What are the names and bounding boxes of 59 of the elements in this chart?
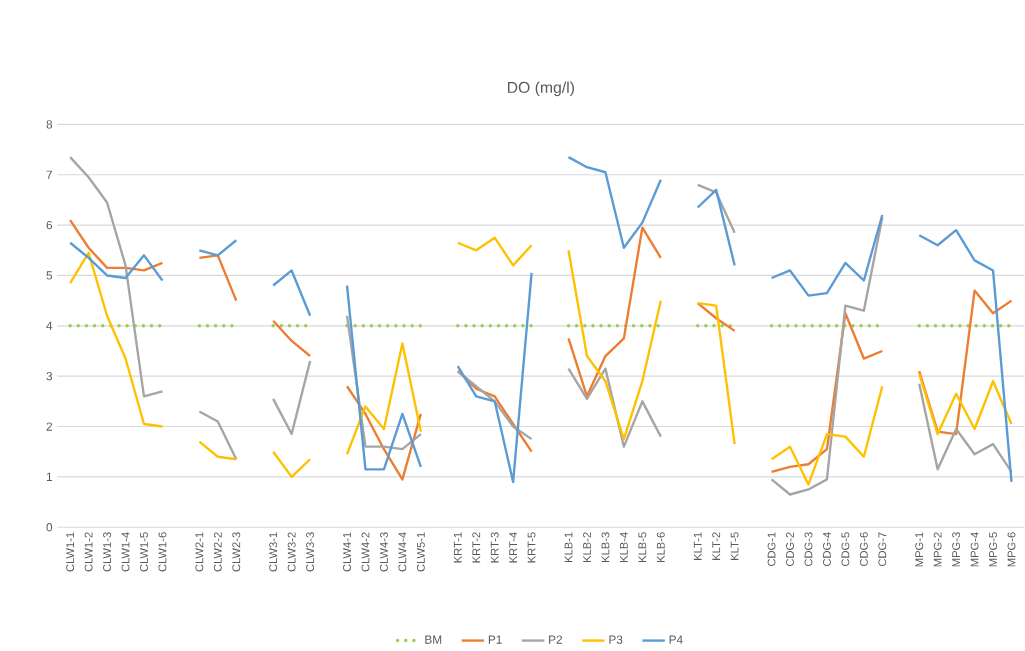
x-tick-label: KLB-2	[583, 532, 591, 563]
x-tick-label: CDG-1	[767, 532, 776, 567]
x-tick-label: KRT-5	[527, 532, 536, 563]
legend-label: P1	[488, 635, 502, 644]
y-tick-label: 1	[46, 472, 53, 481]
y-tick-label: 8	[46, 120, 53, 129]
x-tick-label: KLB-3	[601, 532, 610, 563]
y-tick-label: 4	[46, 321, 53, 330]
y-tick-label: 7	[46, 170, 52, 179]
x-tick-label: CLW1-4	[121, 532, 130, 572]
x-tick-label: CLW4-3	[379, 532, 388, 572]
x-tick-label: KLB-5	[638, 532, 647, 563]
y-tick-label: 3	[46, 372, 53, 381]
y-tick-label: 5	[46, 271, 53, 280]
x-tick-label: KLT-5	[730, 532, 739, 560]
x-tick-label: MPG-5	[989, 532, 997, 567]
x-tick-label: CDG-6	[859, 532, 868, 567]
legend-label: P4	[669, 635, 683, 644]
x-tick-label: CDG-3	[804, 532, 813, 567]
legend-label: BM	[425, 635, 442, 644]
x-tick-label: KRT-4	[509, 532, 517, 563]
x-tick-label: CLW1-1	[66, 532, 75, 572]
y-tick-label: 6	[46, 220, 53, 230]
x-tick-label: CLW2-1	[195, 532, 204, 572]
y-tick-label: 2	[46, 422, 52, 431]
x-tick-label: CDG-2	[786, 532, 794, 567]
x-tick-label: CLW3-2	[287, 532, 296, 572]
x-tick-label: CLW4-2	[361, 532, 370, 572]
x-tick-label: KLT-2	[712, 532, 721, 560]
legend-label: P2	[549, 635, 562, 644]
x-tick-label: KLB-6	[656, 532, 665, 563]
x-tick-label: KLB-1	[564, 532, 573, 563]
x-tick-label: KRT-2	[472, 532, 481, 563]
x-tick-label: CLW3-3	[306, 532, 315, 572]
x-tick-label: CLW1-5	[140, 532, 148, 572]
x-tick-label: CLW1-3	[103, 532, 112, 572]
x-tick-label: MPG-3	[952, 532, 961, 567]
x-tick-label: KRT-3	[490, 532, 499, 563]
x-tick-label: KLT-1	[693, 532, 702, 560]
chart-title: DO (mg/l)	[507, 81, 574, 97]
x-tick-label: CLW4-1	[343, 532, 351, 572]
x-tick-label: MPG-6	[1007, 532, 1016, 567]
legend-label: P3	[609, 635, 623, 644]
x-tick-label: MPG-2	[933, 532, 942, 567]
x-tick-label: CLW4-4	[398, 532, 407, 572]
x-tick-label: CLW2-2	[213, 532, 222, 572]
x-tick-label: MPG-4	[970, 532, 979, 567]
y-tick-label: 0	[46, 523, 53, 532]
x-tick-label: CLW1-6	[158, 532, 167, 572]
x-tick-label: CDG-7	[878, 532, 887, 567]
x-tick-label: CDG-4	[822, 532, 831, 567]
x-tick-label: CLW2-3	[232, 532, 241, 572]
x-tick-label: KRT-1	[453, 532, 462, 563]
x-tick-label: CDG-5	[841, 532, 850, 567]
x-tick-label: CLW1-2	[84, 532, 93, 572]
x-tick-label: CLW3-1	[269, 532, 278, 572]
x-tick-label: MPG-1	[915, 532, 924, 567]
x-tick-label: CLW5-1	[416, 532, 425, 572]
x-tick-label: KLB-4	[620, 532, 628, 563]
